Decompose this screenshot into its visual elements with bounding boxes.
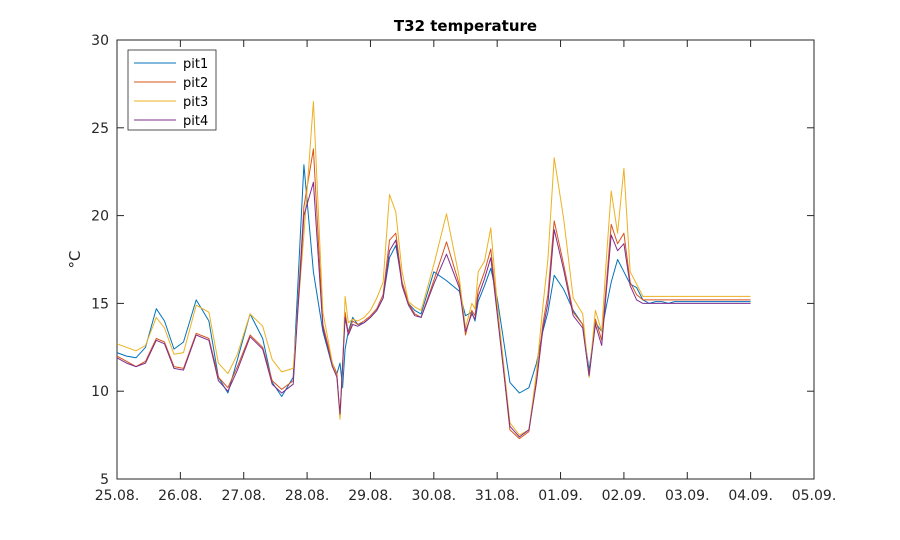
y-axis: 5 10 15 20 25 30	[91, 33, 814, 488]
x-tick-label: 29.08.	[348, 488, 393, 504]
y-tick-label: 15	[91, 296, 109, 312]
series-line-pit4	[116, 181, 751, 438]
legend: pit1 pit2 pit3 pit4	[127, 49, 217, 131]
x-tick-label: 01.09.	[538, 488, 583, 504]
y-tick-label: 20	[91, 209, 109, 225]
x-tick-label: 25.08.	[95, 488, 140, 504]
x-tick-label: 03.09.	[665, 488, 710, 504]
series-group	[116, 101, 751, 440]
y-tick-label: 5	[100, 472, 109, 488]
y-axis-label: °C	[66, 251, 84, 269]
x-tick-label: 02.09.	[602, 488, 647, 504]
x-tick-label: 30.08.	[412, 488, 457, 504]
x-axis: 25.08. 26.08. 27.08. 28.08. 29.08. 30.08. 31.0…	[95, 40, 837, 504]
chart-title: T32 temperature	[394, 17, 537, 35]
y-tick-label: 30	[91, 33, 109, 49]
x-tick-label: 31.08.	[475, 488, 520, 504]
x-tick-label: 04.09.	[728, 488, 773, 504]
legend-label-pit4: pit4	[183, 114, 208, 129]
x-tick-label: 28.08.	[285, 488, 330, 504]
y-tick-label: 10	[91, 384, 109, 400]
series-line-pit3	[116, 101, 751, 436]
legend-label-pit2: pit2	[183, 76, 208, 91]
legend-label-pit3: pit3	[183, 95, 208, 110]
legend-label-pit1: pit1	[183, 57, 208, 72]
y-tick-label: 25	[91, 121, 109, 137]
x-tick-label: 05.09.	[792, 488, 837, 504]
plot-area	[116, 39, 815, 480]
x-tick-label: 27.08.	[221, 488, 266, 504]
x-tick-label: 26.08.	[158, 488, 203, 504]
